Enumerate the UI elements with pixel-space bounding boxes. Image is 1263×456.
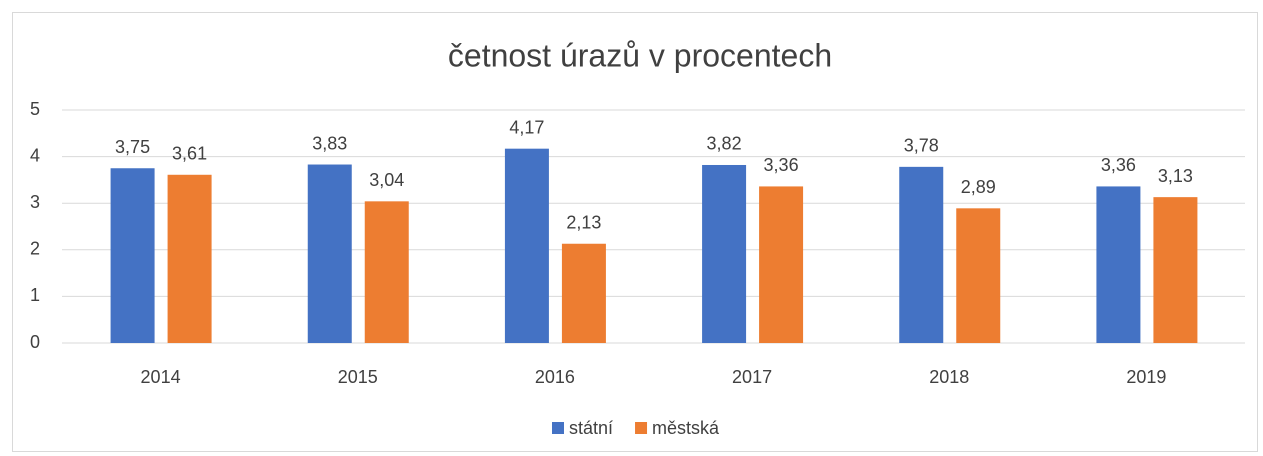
y-tick-label: 1 — [30, 285, 40, 305]
y-tick-label: 3 — [30, 192, 40, 212]
legend-swatch — [635, 422, 648, 434]
y-tick-label: 0 — [30, 332, 40, 352]
bar — [561, 243, 606, 343]
bar — [167, 174, 212, 343]
data-label: 3,82 — [707, 134, 742, 154]
data-label: 3,13 — [1158, 166, 1193, 186]
data-label: 2,89 — [961, 177, 996, 197]
data-label: 3,04 — [369, 170, 404, 190]
data-label: 3,36 — [1101, 155, 1136, 175]
y-tick-label: 5 — [30, 99, 40, 119]
bar — [110, 168, 155, 343]
bar — [1153, 197, 1198, 343]
legend-swatch — [552, 422, 564, 434]
data-label: 4,17 — [509, 117, 544, 137]
bar — [1096, 186, 1141, 343]
x-tick-label: 2017 — [732, 367, 772, 387]
bar — [702, 164, 747, 343]
data-label: 3,61 — [172, 144, 207, 164]
bar — [899, 166, 944, 343]
x-tick-label: 2015 — [338, 367, 378, 387]
x-tick-label: 2018 — [929, 367, 969, 387]
y-tick-label: 2 — [30, 239, 40, 259]
data-label: 3,78 — [904, 136, 939, 156]
x-tick-label: 2016 — [535, 367, 575, 387]
data-label: 3,75 — [115, 137, 150, 157]
legend-label: státní — [569, 418, 613, 438]
bar — [307, 164, 352, 343]
legend-label: městská — [652, 418, 720, 438]
data-label: 3,36 — [764, 155, 799, 175]
bar — [956, 208, 1001, 343]
data-label: 2,13 — [566, 212, 601, 232]
x-tick-label: 2019 — [1126, 367, 1166, 387]
y-tick-label: 4 — [30, 145, 40, 165]
bar — [364, 201, 409, 343]
chart-frame — [12, 12, 1258, 452]
chart-title: četnost úrazů v procentech — [448, 37, 832, 73]
bar — [504, 148, 549, 343]
bar — [759, 186, 804, 343]
x-tick-label: 2014 — [141, 367, 181, 387]
data-label: 3,83 — [312, 133, 347, 153]
